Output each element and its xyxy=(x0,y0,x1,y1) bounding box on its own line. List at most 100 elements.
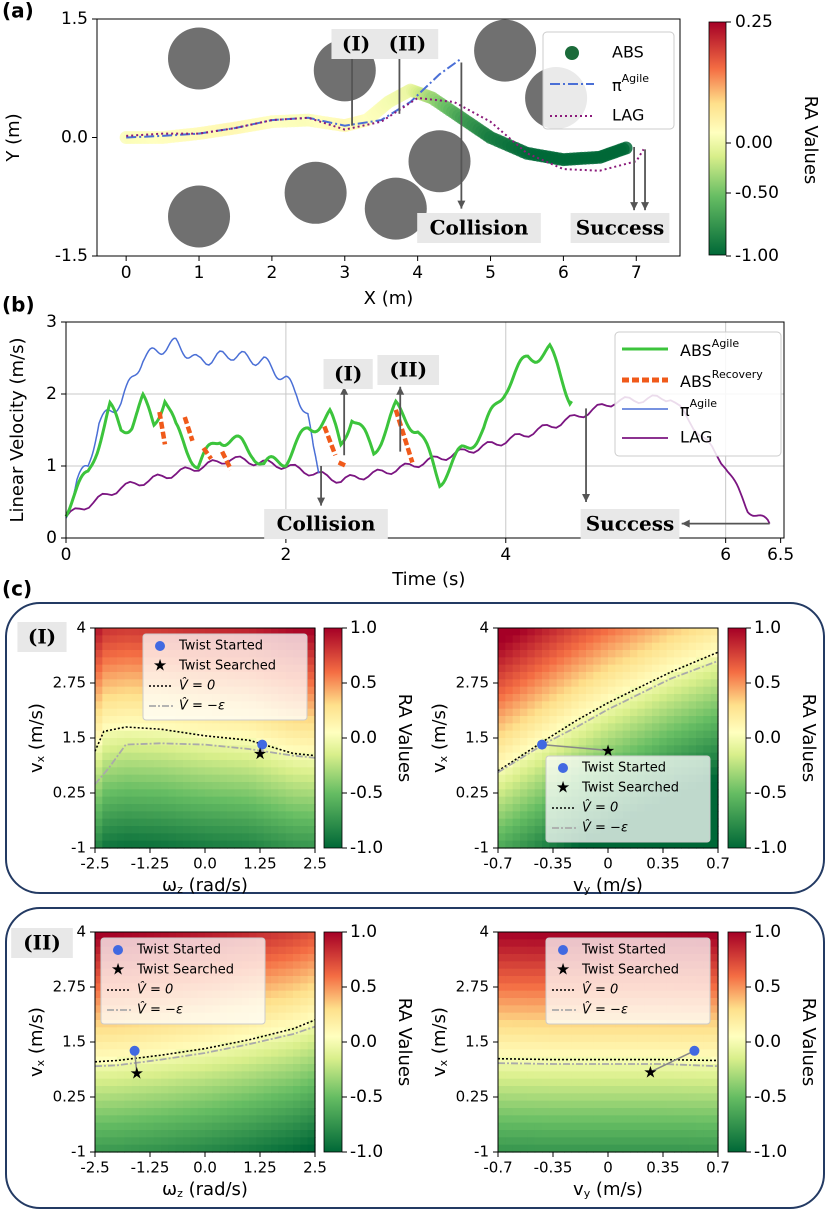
heatmap-cell xyxy=(710,998,719,1006)
heatmap-cell xyxy=(293,961,301,970)
heatmap-cell xyxy=(219,818,228,827)
heatmap-cell xyxy=(131,716,140,724)
heatmap-cell xyxy=(161,760,169,768)
heatmap-cell xyxy=(644,642,653,651)
heatmap-cell xyxy=(593,723,602,732)
twist-started-point xyxy=(537,739,547,750)
heatmap-cell xyxy=(666,1064,675,1072)
heatmap-cell xyxy=(109,1042,118,1050)
heatmap-cell xyxy=(637,672,646,680)
heatmap-cell xyxy=(131,642,140,651)
x-tick-label: -0.7 xyxy=(483,1159,512,1177)
heatmap-cell xyxy=(549,635,558,644)
panel-label-a: (a) xyxy=(2,0,34,23)
heatmap-cell xyxy=(153,1071,162,1080)
heatmap-cell xyxy=(117,723,125,732)
heatmap-cell xyxy=(263,976,272,984)
heatmap-cell xyxy=(278,1005,287,1014)
heatmap-cell xyxy=(630,628,638,636)
heatmap-cell xyxy=(710,1078,719,1087)
heatmap-cell xyxy=(542,1078,550,1087)
heatmap-cell xyxy=(212,1093,221,1102)
heatmap-cell xyxy=(593,657,602,666)
heatmap-cell xyxy=(534,818,543,827)
heatmap-cell xyxy=(505,818,514,827)
heatmap-cell xyxy=(608,657,616,666)
heatmap-cell xyxy=(293,1020,301,1028)
heatmap-cell xyxy=(161,1056,169,1065)
heatmap-cell xyxy=(498,1056,506,1065)
x-tick-label: 4 xyxy=(412,263,423,283)
heatmap-cell xyxy=(681,1049,690,1058)
heatmap-cell xyxy=(586,840,594,849)
x-tick-label: 1.25 xyxy=(243,1159,276,1177)
heatmap-cell xyxy=(271,818,279,827)
heatmap-cell xyxy=(175,1137,184,1146)
y-tick-label: 1.5 xyxy=(62,729,86,747)
heatmap-cell xyxy=(109,833,118,842)
heatmap-cell xyxy=(95,782,103,790)
arrow-success-1-head xyxy=(630,202,639,211)
heatmap-cell xyxy=(205,1137,213,1146)
heatmap-cell xyxy=(293,1137,301,1146)
heatmap-cell xyxy=(95,752,103,761)
heatmap-cell xyxy=(703,716,712,724)
heatmap-cell xyxy=(95,961,103,970)
heatmap-cell xyxy=(234,1056,243,1065)
heatmap-cell xyxy=(505,946,514,955)
heatmap-cell xyxy=(95,939,103,948)
heatmap-cell xyxy=(505,767,514,776)
heatmap-cell xyxy=(520,932,528,940)
heatmap-cell xyxy=(600,1078,609,1087)
heatmap-cell xyxy=(307,1144,316,1153)
heatmap-cell xyxy=(556,642,565,651)
heatmap-cell xyxy=(278,804,287,812)
heatmap-cell xyxy=(520,1034,528,1043)
heatmap-cell xyxy=(696,1042,704,1050)
abs-agile-velocity-line xyxy=(64,342,573,518)
heatmap-cell xyxy=(681,1122,690,1131)
heatmap-cell xyxy=(659,664,668,673)
heatmap-cell xyxy=(227,1071,235,1080)
panel-II-frame xyxy=(5,907,825,1209)
heatmap-cell xyxy=(161,767,169,776)
plot-b-frame xyxy=(65,321,785,539)
heatmap-cell xyxy=(549,657,558,666)
heatmap-cell xyxy=(95,804,103,812)
heatmap-cell xyxy=(285,1056,294,1065)
heatmap-cell xyxy=(703,1042,712,1050)
heatmap-cell xyxy=(234,730,243,739)
heatmap-cell xyxy=(542,635,550,644)
heatmap-cell xyxy=(505,782,514,790)
heatmap-cell xyxy=(593,1064,602,1072)
heatmap-cell xyxy=(630,679,638,688)
heatmap-cell xyxy=(95,679,103,688)
heatmap-cell xyxy=(131,1108,140,1116)
heatmap-cell xyxy=(307,1020,316,1028)
heatmap-cell xyxy=(688,650,697,658)
heatmap-cell xyxy=(131,932,140,940)
heatmap-cell xyxy=(263,1100,272,1109)
heatmap-cell xyxy=(278,767,287,776)
heatmap-cell xyxy=(256,782,265,790)
heatmap-cell xyxy=(527,1064,536,1072)
annotation-success-box xyxy=(580,509,680,539)
heatmap-cell xyxy=(131,1086,140,1094)
obstacle xyxy=(168,27,231,90)
annotation-I-box xyxy=(323,359,373,389)
heatmap-cell xyxy=(505,1137,514,1146)
heatmap-cell xyxy=(659,730,668,739)
heatmap-cell xyxy=(622,1130,631,1138)
heatmap-cell xyxy=(102,1122,111,1131)
heatmap-cell xyxy=(600,708,609,717)
heatmap-cell xyxy=(153,1049,162,1058)
heatmap-cell xyxy=(534,701,543,710)
heatmap-cell xyxy=(527,1071,536,1080)
heatmap-cell xyxy=(498,946,506,955)
heatmap-cell xyxy=(696,1122,704,1131)
heatmap-cell xyxy=(564,1100,572,1109)
heatmap-cell xyxy=(153,745,162,754)
heatmap-cell xyxy=(542,932,550,940)
heatmap-cell xyxy=(95,840,103,849)
heatmap-cell xyxy=(615,672,624,680)
